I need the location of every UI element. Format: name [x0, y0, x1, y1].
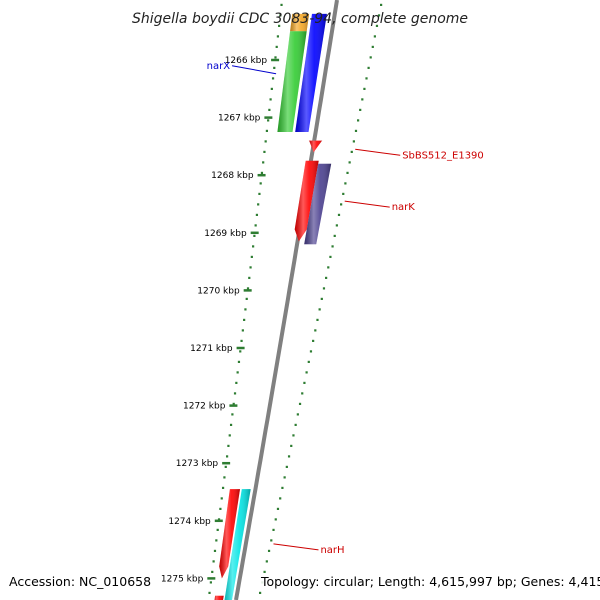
gene-label-SbBS512_E1390: SbBS512_E1390 — [355, 148, 484, 161]
genome-title: Shigella boydii CDC 3083-94, complete ge… — [132, 11, 468, 27]
tick-label: 1267 kbp — [218, 114, 261, 124]
tick-label: 1268 kbp — [211, 171, 254, 181]
tick-1269: 1269 kbp — [204, 229, 259, 239]
tick-label: 1272 kbp — [183, 402, 226, 412]
gene-feature-7 — [214, 595, 224, 600]
gene-label-text: narH — [320, 545, 344, 556]
topology-text: Topology: circular; Length: 4,615,997 bp… — [259, 574, 600, 589]
gene-feature-2 — [295, 13, 327, 132]
tick-label: 1271 kbp — [190, 344, 233, 354]
tick-label: 1275 kbp — [161, 574, 204, 584]
gene-feature-3 — [308, 140, 323, 153]
gene-feature-4 — [294, 160, 319, 242]
gene-label-text: narX — [207, 61, 231, 72]
tick-1267: 1267 kbp — [218, 114, 273, 124]
tick-1270: 1270 kbp — [197, 286, 252, 296]
tick-label: 1273 kbp — [176, 459, 219, 469]
genome-backbone — [234, 0, 339, 600]
accession-text: Accession: NC_010658 — [7, 574, 154, 589]
tick-label: 1266 kbp — [225, 56, 268, 66]
outer-dotted-ring — [208, 3, 283, 594]
tick-1274: 1274 kbp — [168, 517, 223, 527]
gene-label-text: narK — [392, 202, 416, 213]
gene-feature-5 — [304, 163, 332, 245]
tick-1266: 1266 kbp — [225, 56, 280, 66]
gene-feature-0 — [290, 13, 310, 32]
tick-1275: 1275 kbp — [161, 574, 216, 584]
tick-1268: 1268 kbp — [211, 171, 266, 181]
tick-label: 1269 kbp — [204, 229, 247, 239]
gene-feature-8 — [224, 489, 251, 600]
tick-label: 1274 kbp — [168, 517, 211, 527]
tick-1271: 1271 kbp — [190, 344, 245, 354]
gene-label-narX: narX — [207, 61, 277, 75]
tick-1272: 1272 kbp — [183, 402, 238, 412]
gene-label-narK: narK — [344, 200, 416, 213]
gene-feature-6 — [219, 489, 240, 579]
tick-label: 1270 kbp — [197, 286, 240, 296]
tick-1273: 1273 kbp — [176, 459, 231, 469]
inner-dotted-ring — [258, 3, 383, 594]
gene-label-text: SbBS512_E1390 — [402, 150, 484, 161]
gene-label-narH: narH — [273, 543, 345, 556]
gene-feature-1 — [277, 31, 307, 133]
